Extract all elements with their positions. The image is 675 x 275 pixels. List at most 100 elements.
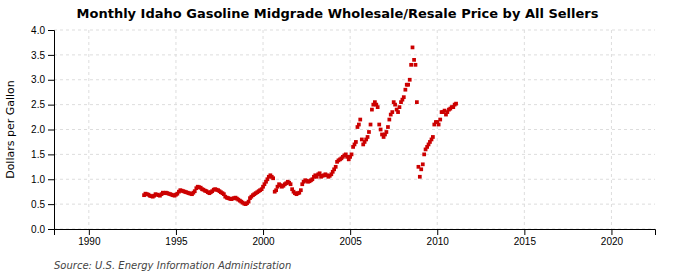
x-tick-label: 2000 — [252, 236, 275, 247]
x-tick: 2020 — [601, 229, 624, 247]
grid-line-x — [437, 30, 438, 229]
point — [370, 108, 374, 112]
point — [409, 63, 413, 67]
point — [414, 63, 418, 67]
x-axis: 1990 1995 2000 2005 2010 2015 2020 — [55, 229, 656, 247]
grid-line-y — [54, 129, 655, 130]
point — [393, 103, 397, 107]
y-tick-label: 3.0 — [31, 74, 45, 85]
y-axis-label: Dollars per Gallon — [4, 80, 17, 179]
x-tick-mark — [437, 229, 438, 235]
y-tick: 2.5 — [31, 99, 54, 110]
point — [379, 128, 383, 132]
title: Monthly Idaho Gasoline Midgrade Wholesal… — [77, 6, 599, 21]
point — [396, 110, 400, 114]
chart: 1990 1995 2000 2005 2010 2015 2020 0.0 0.5 1.0 1.5… — [0, 0, 675, 275]
point — [437, 123, 441, 127]
point — [369, 123, 373, 127]
point — [406, 83, 410, 87]
annotation: Source: U.S. Energy Information Administ… — [54, 260, 291, 271]
grid-line-y — [54, 204, 655, 205]
y-tick-label: 1.5 — [31, 149, 45, 160]
grid-line-y — [54, 154, 655, 155]
x-tick-label: 1995 — [165, 236, 188, 247]
x-tick: 2010 — [427, 229, 450, 247]
y-tick: 3.5 — [31, 50, 54, 61]
grid-line-y — [54, 104, 655, 105]
point — [289, 182, 293, 186]
point — [377, 123, 381, 127]
y-tick-label: 0.0 — [31, 224, 45, 235]
x-tick-mark — [524, 229, 525, 235]
plot-area: 1990 1995 2000 2005 2010 2015 2020 0.0 0.5 1.0 1.5… — [31, 25, 655, 247]
x-tick: 1990 — [78, 229, 101, 247]
point — [376, 105, 380, 109]
grid-line-x — [263, 30, 264, 229]
x-tick-mark — [263, 229, 264, 235]
grid-line-y — [54, 54, 655, 55]
y-tick-mark — [48, 55, 54, 56]
point — [415, 100, 419, 104]
y-tick-mark — [48, 30, 54, 31]
grid-line-x — [611, 30, 612, 229]
grid-line-x — [88, 30, 89, 229]
x-tick-label: 2010 — [427, 236, 450, 247]
x-tick: 2015 — [514, 229, 537, 247]
x-tick-mark — [89, 229, 90, 235]
point — [408, 78, 412, 82]
point — [334, 165, 338, 169]
point — [412, 58, 416, 62]
y-tick-label: 1.0 — [31, 174, 45, 185]
point — [274, 188, 278, 192]
x-tick-label: 2015 — [514, 236, 537, 247]
point — [422, 153, 426, 157]
point — [386, 125, 390, 129]
y-tick: 0.0 — [31, 224, 54, 235]
y-tick: 1.0 — [31, 174, 54, 185]
point — [357, 123, 361, 127]
x-tick-label: 2020 — [601, 236, 624, 247]
point — [438, 118, 442, 122]
y-tick-mark — [48, 105, 54, 106]
y-tick-mark — [48, 154, 54, 155]
point — [419, 167, 423, 171]
point — [354, 140, 358, 144]
points — [142, 46, 458, 206]
x-tick-mark — [350, 229, 351, 235]
y-axis: 0.0 0.5 1.0 1.5 2.0 2.5 3.0 3.5 4.0 — [31, 25, 54, 235]
x-axis-line — [55, 230, 656, 236]
x-tick-mark — [611, 229, 612, 235]
grid-line-y — [54, 30, 655, 31]
x-tick-label: 1990 — [78, 236, 101, 247]
y-tick-mark — [48, 130, 54, 131]
y-tick: 0.5 — [31, 199, 54, 210]
y-tick-mark — [48, 204, 54, 205]
point — [271, 176, 275, 180]
grid-line-y — [54, 79, 655, 80]
y-tick-mark — [48, 80, 54, 81]
point — [358, 118, 362, 122]
x-tick: 2005 — [340, 229, 363, 247]
y-tick-label: 4.0 — [31, 25, 45, 36]
y-axis-line — [48, 31, 55, 230]
x-tick: 2000 — [252, 229, 275, 247]
y-tick-label: 2.5 — [31, 99, 45, 110]
point — [403, 88, 407, 92]
point — [366, 135, 370, 139]
y-tick: 2.0 — [31, 124, 54, 135]
y-tick-mark — [48, 229, 54, 230]
point — [431, 135, 435, 139]
point — [402, 95, 406, 99]
point — [350, 153, 354, 157]
y-tick-label: 3.5 — [31, 50, 45, 61]
x-tick-label: 2005 — [340, 236, 363, 247]
point — [387, 118, 391, 122]
point — [299, 188, 303, 192]
x-tick: 1995 — [165, 229, 188, 247]
x-tick-mark — [176, 229, 177, 235]
point — [421, 162, 425, 166]
point — [454, 102, 458, 106]
y-tick-mark — [48, 179, 54, 180]
y-tick-label: 2.0 — [31, 124, 45, 135]
grid-line-y — [54, 179, 655, 180]
